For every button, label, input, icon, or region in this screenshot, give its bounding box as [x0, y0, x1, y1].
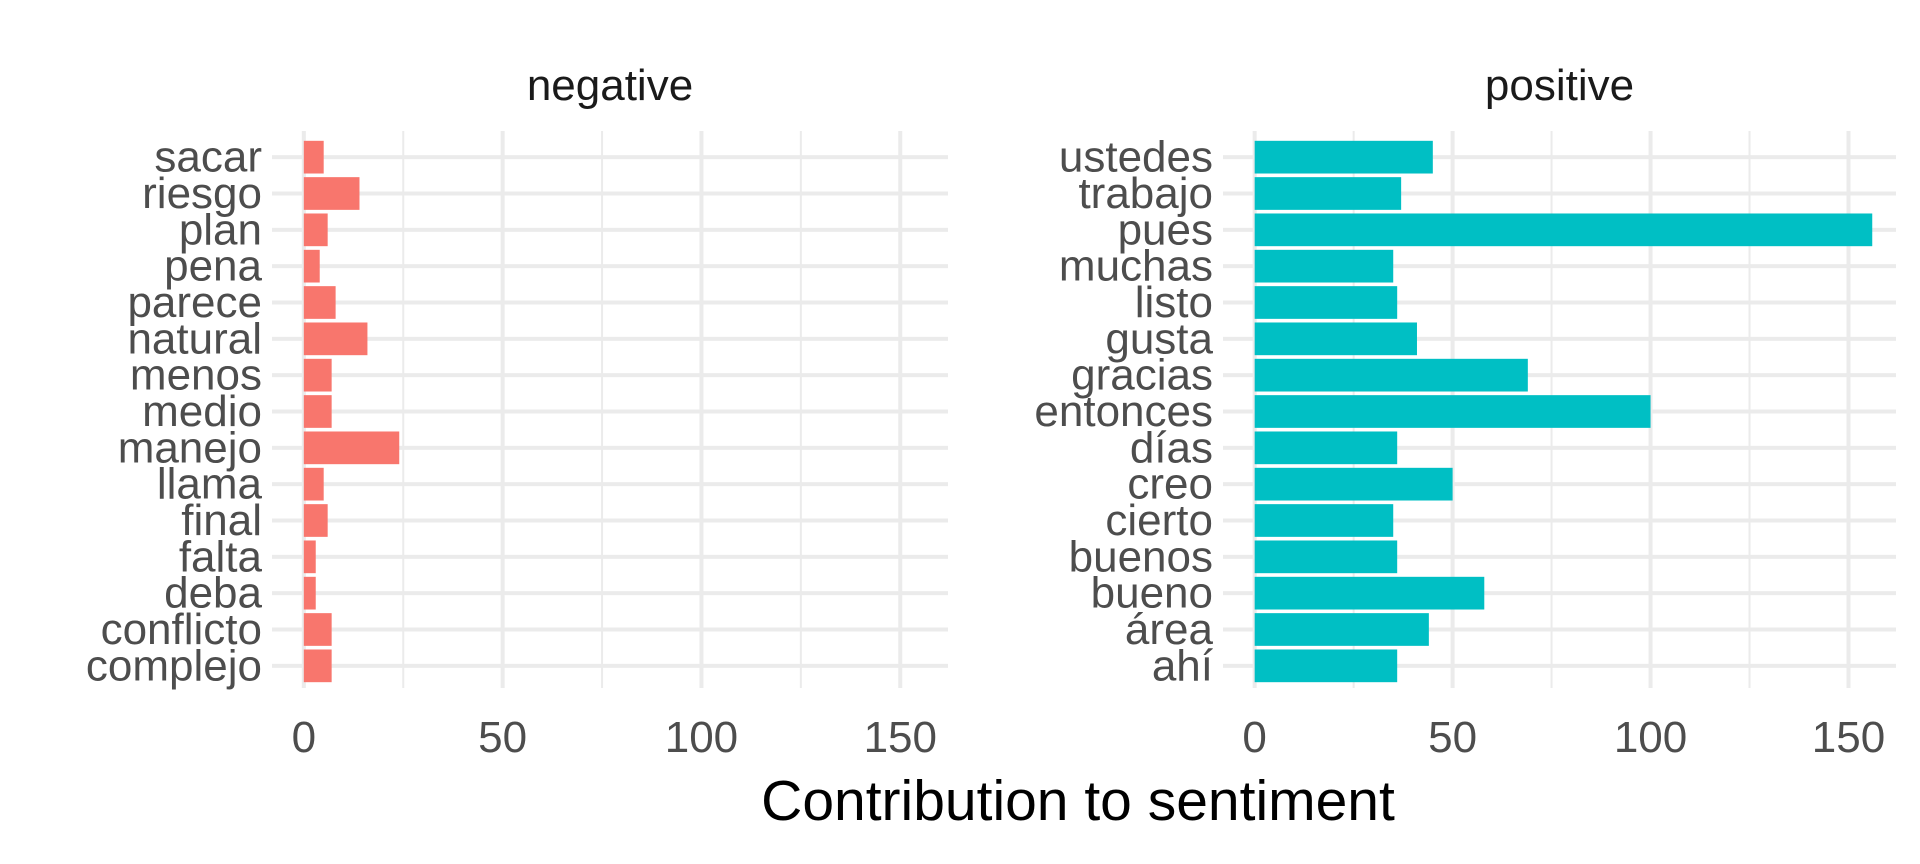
- y-tick-label: creo: [1127, 460, 1213, 509]
- y-tick-label: conflicto: [101, 605, 262, 654]
- y-tick-label: ustedes: [1059, 133, 1213, 182]
- y-tick-label: listo: [1135, 278, 1213, 327]
- bar-complejo: [303, 649, 332, 683]
- y-tick-label: manejo: [118, 423, 262, 472]
- bar-gracias: [1254, 358, 1528, 392]
- y-tick-label: parece: [127, 278, 262, 327]
- y-tick-label: sacar: [154, 133, 262, 182]
- panel-negative: sacarriesgoplanpenaparecenaturalmenosmed…: [86, 61, 948, 762]
- bar-pena: [303, 249, 320, 283]
- y-tick-label: ahí: [1152, 641, 1214, 690]
- x-tick-label: 150: [864, 713, 937, 762]
- y-tick-label: buenos: [1069, 532, 1213, 581]
- bar-medio: [303, 395, 332, 428]
- y-tick-label: deba: [164, 569, 262, 618]
- bar-manejo: [303, 431, 400, 465]
- y-tick-label: gusta: [1105, 314, 1213, 363]
- y-tick-label: falta: [179, 532, 263, 581]
- bar-area: [1254, 613, 1429, 646]
- y-tick-label: pues: [1118, 205, 1213, 254]
- bar-listo: [1254, 286, 1398, 319]
- y-tick-label: pena: [164, 242, 262, 291]
- y-tick-label: llama: [157, 460, 263, 509]
- bar-falta: [303, 540, 316, 574]
- panel-positive: ustedestrabajopuesmuchaslistogustagracia…: [1034, 61, 1896, 762]
- y-tick-label: plan: [179, 205, 262, 254]
- y-tick-label: días: [1130, 423, 1213, 472]
- y-tick-label: medio: [142, 387, 262, 436]
- y-tick-label: entonces: [1034, 387, 1213, 436]
- bar-final: [303, 504, 328, 537]
- bar-trabajo: [1254, 177, 1402, 210]
- bar-llama: [303, 467, 324, 501]
- bar-muchas: [1254, 249, 1394, 283]
- y-tick-label: final: [181, 496, 262, 545]
- bar-dias: [1254, 431, 1398, 465]
- x-tick-label: 150: [1812, 713, 1885, 762]
- bar-bueno: [1254, 576, 1485, 610]
- y-tick-label: cierto: [1105, 496, 1213, 545]
- y-tick-label: complejo: [86, 641, 262, 690]
- y-tick-label: área: [1125, 605, 1214, 654]
- x-tick-label: 50: [1428, 713, 1477, 762]
- y-tick-label: muchas: [1059, 242, 1213, 291]
- x-tick-label: 100: [665, 713, 738, 762]
- bar-deba: [303, 576, 316, 610]
- bar-buenos: [1254, 540, 1398, 574]
- facet-label-negative: negative: [527, 61, 693, 110]
- x-tick-label: 50: [478, 713, 527, 762]
- y-tick-label: trabajo: [1078, 169, 1213, 218]
- bar-plan: [303, 213, 328, 247]
- y-tick-label: natural: [127, 314, 262, 363]
- bar-parece: [303, 286, 336, 319]
- bar-menos: [303, 358, 332, 392]
- bar-conflicto: [303, 613, 332, 646]
- y-tick-label: gracias: [1071, 351, 1213, 400]
- y-tick-label: menos: [130, 351, 262, 400]
- x-tick-label: 0: [1242, 713, 1266, 762]
- bar-natural: [303, 322, 368, 356]
- panels-layer: sacarriesgoplanpenaparecenaturalmenosmed…: [86, 61, 1896, 762]
- x-axis-title: Contribution to sentiment: [761, 769, 1395, 833]
- bar-creo: [1254, 467, 1453, 501]
- bar-gusta: [1254, 322, 1417, 356]
- bar-sacar: [303, 140, 324, 174]
- y-tick-label: bueno: [1091, 569, 1213, 618]
- bar-riesgo: [303, 177, 360, 210]
- bar-entonces: [1254, 395, 1651, 428]
- bar-pues: [1254, 213, 1873, 247]
- bar-ahi: [1254, 649, 1398, 683]
- bar-ustedes: [1254, 140, 1433, 174]
- y-tick-label: riesgo: [142, 169, 262, 218]
- x-tick-label: 0: [292, 713, 316, 762]
- facet-label-positive: positive: [1485, 61, 1634, 110]
- bar-cierto: [1254, 504, 1394, 537]
- x-tick-label: 100: [1614, 713, 1687, 762]
